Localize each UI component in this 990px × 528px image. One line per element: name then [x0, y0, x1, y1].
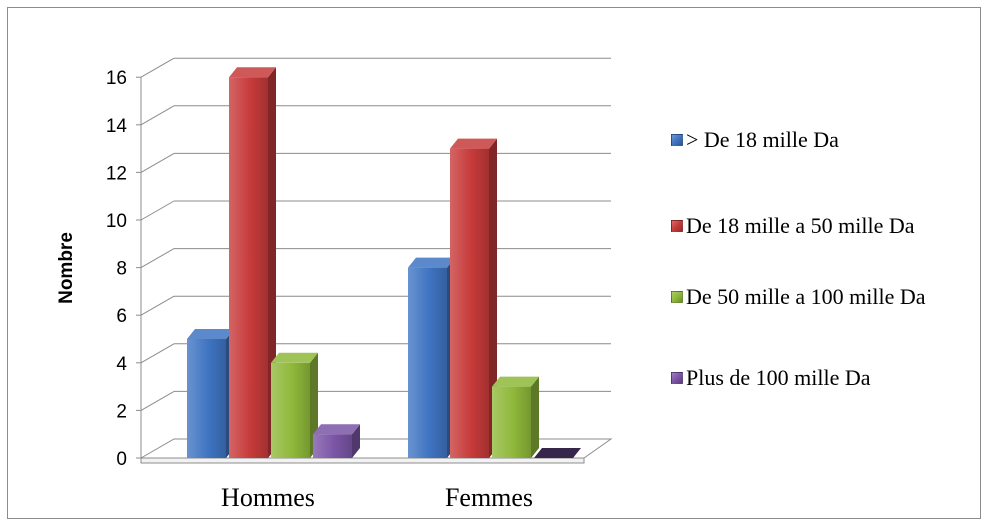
y-tick-label: 16: [106, 68, 127, 89]
bar-top: [492, 376, 539, 387]
y-axis-ticks: 0 2 4 6 8 10 12 14 16: [106, 68, 141, 470]
gridline-depth: [140, 295, 175, 316]
bar-front: [408, 267, 447, 458]
y-tick-label: 4: [116, 354, 127, 375]
gridline-depth: [140, 390, 175, 411]
bar: [229, 67, 276, 458]
bar-top: [408, 257, 455, 268]
bar-side: [352, 424, 360, 458]
bar-top: [271, 352, 318, 363]
y-axis-title: Nombre: [56, 232, 77, 304]
x-category-label: Femmes: [445, 483, 533, 512]
legend-swatch-2: [671, 220, 683, 232]
y-tick-label: 12: [106, 163, 127, 184]
bar: [450, 138, 497, 458]
legend-label-2: De 18 mille a 50 mille Da: [686, 213, 915, 238]
y-tick-label: 0: [116, 449, 127, 470]
bar-top: [229, 67, 276, 78]
x-axis-labels: Hommes Femmes: [221, 483, 533, 512]
bar-front: [271, 362, 310, 458]
legend-swatch-1: [671, 134, 683, 146]
bar-top: [313, 424, 360, 435]
bar: [492, 376, 539, 458]
bar: [408, 257, 455, 458]
bar-front: [492, 386, 531, 458]
legend-item-4: Plus de 100 mille Da: [671, 364, 976, 392]
y-tick-label: 8: [116, 259, 127, 280]
bar-front: [313, 434, 352, 458]
bar: [534, 448, 581, 458]
gridline-depth: [140, 200, 175, 221]
chart-area: 0 2 4 6 8 10 12 14 16 Hommes Femmes Nombre > De 1…: [7, 7, 981, 519]
y-tick-label: 2: [116, 401, 127, 422]
bar-top: [450, 138, 497, 149]
bar-top: [534, 448, 581, 458]
chart-plot: 0 2 4 6 8 10 12 14 16 Hommes Femmes Nombre: [56, 57, 613, 512]
bar-front: [450, 148, 489, 458]
bars: [187, 67, 581, 458]
legend-item-3: De 50 mille a 100 mille Da: [671, 283, 976, 311]
bar: [313, 424, 360, 458]
legend-label-3: De 50 mille a 100 mille Da: [686, 284, 926, 309]
bar-front: [229, 77, 268, 458]
gridline-depth: [140, 152, 175, 173]
legend-item-2: De 18 mille a 50 mille Da: [671, 212, 976, 240]
y-tick-label: 14: [106, 116, 128, 137]
bar: [271, 352, 318, 458]
gridline-depth: [140, 57, 175, 78]
gridline-depth: [140, 343, 175, 364]
bar-front: [187, 339, 226, 458]
y-tick-label: 10: [106, 211, 127, 232]
legend-swatch-4: [671, 372, 683, 384]
legend-swatch-3: [671, 291, 683, 303]
bar-side: [531, 376, 539, 458]
y-tick-label: 6: [116, 306, 127, 327]
gridline-depth: [140, 248, 175, 269]
legend-label-4: Plus de 100 mille Da: [686, 365, 871, 390]
bar-top: [187, 329, 234, 339]
x-category-label: Hommes: [221, 483, 315, 512]
floor-edge: [140, 457, 585, 464]
legend-label-1: > De 18 mille Da: [686, 127, 839, 152]
gridline-depth: [140, 105, 175, 126]
bar: [187, 329, 234, 458]
bar-side: [489, 138, 497, 458]
legend-item-1: > De 18 mille Da: [671, 126, 976, 154]
